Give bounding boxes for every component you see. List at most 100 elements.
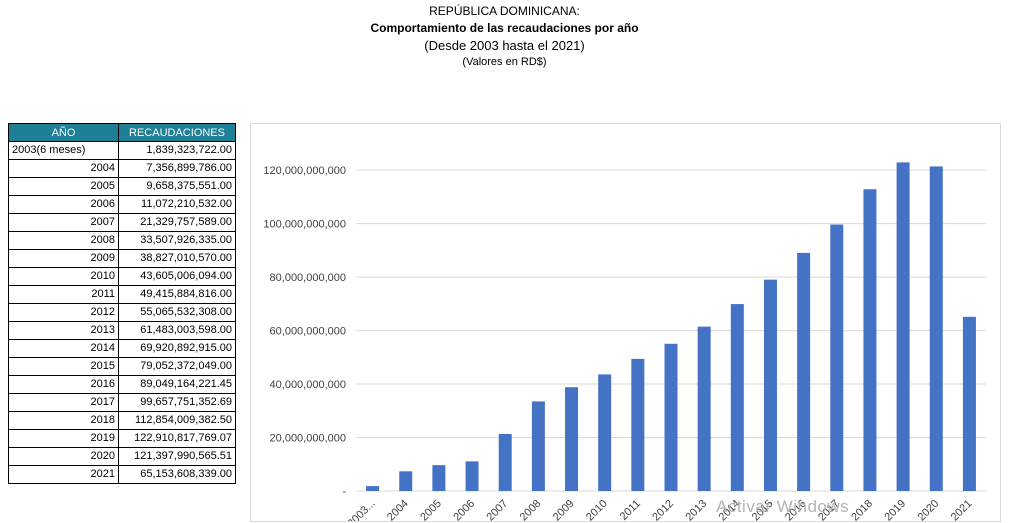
x-tick-label: 2020 (916, 498, 942, 521)
recaudacion-cell: 112,854,009,382.50 (118, 411, 236, 430)
year-cell: 2004 (8, 159, 119, 178)
bar (830, 224, 844, 491)
recaudacion-cell: 99,657,751,352.69 (118, 393, 236, 412)
y-tick-label: 80,000,000,000 (270, 272, 346, 284)
recaudacion-cell: 11,072,210,532.00 (118, 195, 236, 214)
table-row: 2005 9,658,375,551.00 (8, 177, 236, 196)
recaudacion-cell: 9,658,375,551.00 (118, 177, 236, 196)
table-row: 2006 11,072,210,532.00 (8, 195, 236, 214)
year-cell: 2019 (8, 429, 119, 448)
table-row: 2012 55,065,532,308.00 (8, 303, 236, 322)
table-row: 2018 112,854,009,382.50 (8, 411, 236, 430)
bar (697, 326, 711, 491)
table-row: 2019 122,910,817,769.07 (8, 429, 236, 448)
y-tick-label: 60,000,000,000 (270, 326, 346, 338)
watermark: Activar Windows (716, 497, 850, 516)
x-tick-label: 2009 (551, 498, 577, 521)
table-row: 2011 49,415,884,816.00 (8, 285, 236, 304)
year-cell: 2020 (8, 447, 119, 466)
x-tick-label: 2007 (485, 498, 511, 521)
table-row: 2007 21,329,757,589.00 (8, 213, 236, 232)
recaudacion-cell: 69,920,892,915.00 (118, 339, 236, 358)
bar (929, 166, 943, 491)
recaudacion-cell: 79,052,372,049.00 (118, 357, 236, 376)
bar (465, 461, 479, 491)
table-row: 2017 99,657,751,352.69 (8, 393, 236, 412)
year-cell: 2005 (8, 177, 119, 196)
table-row: 2014 69,920,892,915.00 (8, 339, 236, 358)
bar (797, 252, 811, 491)
recaudacion-cell: 1,839,323,722.00 (118, 141, 236, 160)
year-cell: 2013 (8, 321, 119, 340)
year-cell: 2006 (8, 195, 119, 214)
table-body: 2003(6 meses) 1,839,323,722.00 2004 7,356,8… (8, 141, 236, 484)
x-tick-label: 2012 (650, 498, 676, 521)
recaudacion-cell: 65,153,608,339.00 (118, 465, 236, 484)
x-tick-label: 2004 (385, 498, 411, 521)
table-row: 2008 33,507,926,335.00 (8, 231, 236, 250)
bar (531, 401, 545, 491)
report-units: (Valores en RD$) (462, 56, 547, 68)
table-header-row: AÑO RECAUDACIONES (8, 123, 236, 142)
recaudacion-cell: 89,049,164,221.45 (118, 375, 236, 394)
report-country: REPÚBLICA DOMINICANA: (429, 4, 580, 18)
y-tick-label: - (342, 486, 346, 498)
report-period: (Desde 2003 hasta el 2021) (424, 38, 585, 53)
table-row: 2013 61,483,003,598.00 (8, 321, 236, 340)
y-tick-label: 120,000,000,000 (263, 165, 346, 177)
table-row: 2003(6 meses) 1,839,323,722.00 (8, 141, 236, 160)
recaudacion-cell: 122,910,817,769.07 (118, 429, 236, 448)
table-row: 2009 38,827,010,570.00 (8, 249, 236, 268)
recaudacion-cell: 43,605,006,094.00 (118, 267, 236, 286)
bar (763, 279, 777, 491)
year-cell: 2017 (8, 393, 119, 412)
year-cell: 2014 (8, 339, 119, 358)
x-tick-label: 2003... (345, 498, 377, 521)
col-header-recaudaciones: RECAUDACIONES (118, 123, 236, 142)
recaudacion-cell: 121,397,990,565.51 (118, 447, 236, 466)
bar (631, 358, 645, 491)
x-tick-label: 2019 (882, 498, 908, 521)
recaudaciones-table: AÑO RECAUDACIONES 2003(6 meses) 1,839,323… (8, 123, 236, 484)
y-tick-label: 40,000,000,000 (270, 379, 346, 391)
recaudacion-cell: 38,827,010,570.00 (118, 249, 236, 268)
year-cell: 2003(6 meses) (8, 141, 119, 160)
year-cell: 2010 (8, 267, 119, 286)
bar (498, 433, 512, 491)
table-row: 2015 79,052,372,049.00 (8, 357, 236, 376)
bar-chart: - 20,000,000,000 40,000,000,000 60,000,000,… (263, 162, 986, 521)
year-cell: 2016 (8, 375, 119, 394)
recaudacion-cell: 55,065,532,308.00 (118, 303, 236, 322)
bar (962, 316, 976, 491)
year-cell: 2015 (8, 357, 119, 376)
bar (896, 162, 910, 491)
year-cell: 2021 (8, 465, 119, 484)
bar (863, 189, 877, 492)
recaudacion-cell: 61,483,003,598.00 (118, 321, 236, 340)
year-cell: 2012 (8, 303, 119, 322)
bar (598, 374, 612, 491)
bar (399, 471, 413, 491)
bar (730, 304, 744, 491)
year-cell: 2011 (8, 285, 119, 304)
x-tick-label: 2011 (618, 498, 643, 521)
table-row: 2016 89,049,164,221.45 (8, 375, 236, 394)
recaudacion-cell: 33,507,926,335.00 (118, 231, 236, 250)
year-cell: 2008 (8, 231, 119, 250)
x-tick-label: 2018 (849, 498, 875, 521)
recaudacion-cell: 49,415,884,816.00 (118, 285, 236, 304)
bar (366, 486, 380, 491)
col-header-year: AÑO (8, 123, 119, 142)
table-row: 2020 121,397,990,565.51 (8, 447, 236, 466)
table-row: 2004 7,356,899,786.00 (8, 159, 236, 178)
year-cell: 2009 (8, 249, 119, 268)
year-cell: 2018 (8, 411, 119, 430)
x-tick-label: 2005 (418, 498, 444, 521)
bar (565, 387, 579, 491)
bar (664, 343, 678, 491)
recaudacion-cell: 21,329,757,589.00 (118, 213, 236, 232)
x-tick-label: 2006 (451, 498, 477, 521)
table-row: 2010 43,605,006,094.00 (8, 267, 236, 286)
x-tick-label: 2010 (584, 498, 610, 521)
recaudacion-cell: 7,356,899,786.00 (118, 159, 236, 178)
